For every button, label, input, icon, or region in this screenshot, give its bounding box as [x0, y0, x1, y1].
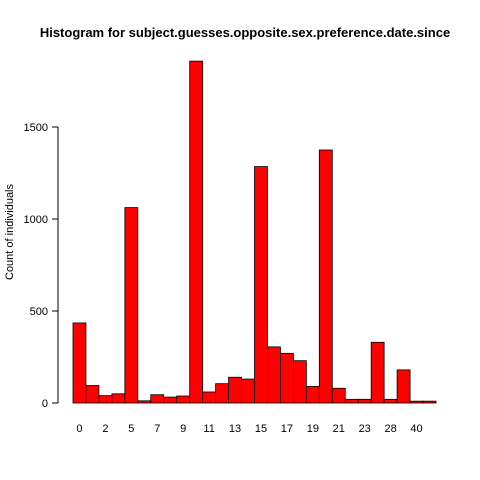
- bar-10: [189, 60, 204, 404]
- bar-8: [163, 396, 178, 404]
- bar-50: [422, 400, 437, 404]
- bar-30: [396, 369, 411, 404]
- bar-15: [254, 166, 268, 404]
- x-tick-label: 9: [180, 423, 186, 435]
- y-tick-label: 1000: [24, 214, 48, 226]
- y-tick-label: 500: [30, 306, 48, 318]
- bar-20: [318, 149, 333, 404]
- bar-18: [292, 360, 307, 404]
- y-tick-label: 1500: [24, 122, 48, 134]
- bar-11: [202, 391, 216, 404]
- bar-14: [241, 378, 255, 404]
- bar-9: [176, 395, 191, 404]
- bar-40: [409, 400, 424, 404]
- bar-6: [137, 400, 152, 404]
- bar-17: [280, 352, 294, 404]
- bar-12: [215, 383, 229, 404]
- bar-16: [267, 346, 281, 404]
- bar-22: [344, 398, 359, 404]
- x-tick-label: 23: [359, 423, 371, 435]
- bar-5: [124, 207, 139, 404]
- y-axis-label: Count of individuals: [4, 184, 16, 281]
- bars-group: [72, 60, 437, 404]
- x-tick-label: 21: [333, 423, 345, 435]
- bar-7: [150, 394, 165, 404]
- x-tick-label: 15: [255, 423, 267, 435]
- x-tick-label: 5: [128, 423, 134, 435]
- x-tick-label: 19: [307, 423, 319, 435]
- bar-0: [72, 322, 87, 404]
- y-axis: 0 500 1000 1500: [24, 122, 59, 410]
- bar-25: [370, 341, 385, 404]
- x-tick-labels: 0 2 5 7 9 11 13 15 17 19 21 23 28 40: [76, 423, 422, 435]
- bar-23: [357, 398, 372, 404]
- x-tick-label: 11: [203, 423, 214, 435]
- chart-title: Histogram for subject.guesses.opposite.s…: [40, 25, 450, 40]
- y-tick-label: 0: [42, 398, 48, 410]
- x-tick-label: 2: [102, 423, 108, 435]
- x-tick-label: 28: [385, 423, 397, 435]
- x-tick-label: 40: [410, 423, 422, 435]
- x-tick-label: 13: [229, 423, 241, 435]
- x-tick-label: 17: [281, 423, 293, 435]
- x-tick-label: 0: [76, 423, 82, 435]
- bar-3: [111, 393, 126, 404]
- x-tick-label: 7: [154, 423, 160, 435]
- bar-19: [305, 386, 320, 404]
- bar-1: [85, 385, 100, 404]
- bar-2: [98, 395, 113, 404]
- bar-21: [331, 387, 346, 404]
- bar-13: [228, 376, 242, 404]
- bar-28: [383, 398, 398, 404]
